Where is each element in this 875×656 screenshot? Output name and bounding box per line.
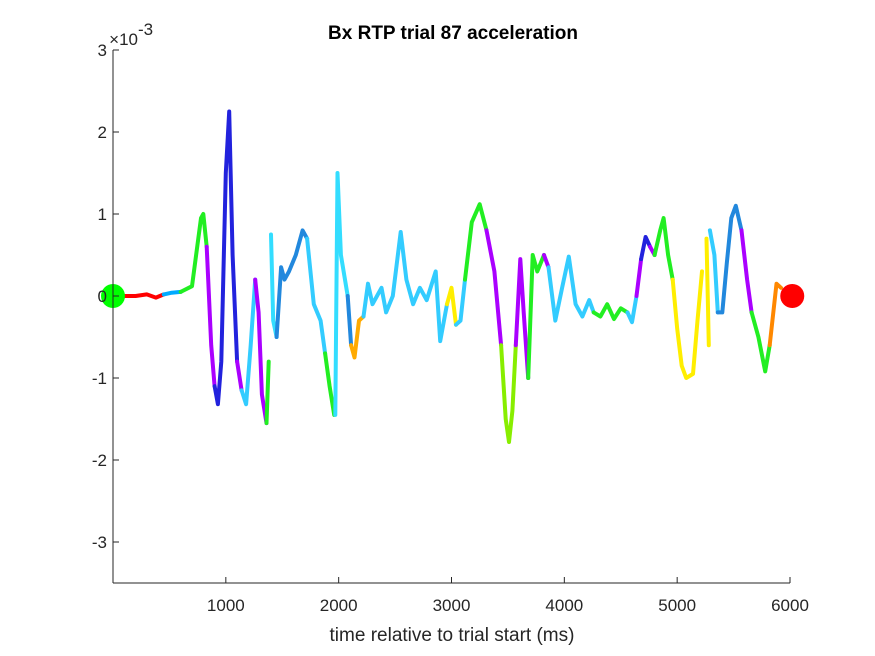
x-tick-label: 2000 xyxy=(320,596,358,615)
series-line-24 xyxy=(542,253,551,270)
series-line-13 xyxy=(333,171,350,417)
series-line-3 xyxy=(204,244,217,389)
x-tick-label: 3000 xyxy=(433,596,471,615)
series-line-20 xyxy=(484,228,504,348)
y-tick-label: -2 xyxy=(92,451,107,470)
exponent-label: ×10 -3 xyxy=(109,20,153,49)
plot-area xyxy=(101,109,805,444)
series-line-25 xyxy=(546,254,596,323)
series-line-4 xyxy=(212,109,240,407)
series-line-23 xyxy=(526,253,546,380)
end-marker xyxy=(780,284,805,308)
y-tick-label: 0 xyxy=(98,287,107,306)
x-tick-label: 4000 xyxy=(545,596,583,615)
series-line-7 xyxy=(253,277,269,426)
series-line-16 xyxy=(361,230,449,344)
series-line-36 xyxy=(739,228,754,315)
series-line-0 xyxy=(121,292,166,300)
series-line-32 xyxy=(670,269,704,380)
series-line-33 xyxy=(704,236,711,348)
y-tick-label: -1 xyxy=(92,369,107,388)
chart-title: Bx RTP trial 87 acceleration xyxy=(328,23,578,44)
series-line-21 xyxy=(499,343,518,444)
series-line-15 xyxy=(349,314,366,360)
y-tick-label: 3 xyxy=(98,41,107,60)
series-line-1 xyxy=(161,289,183,297)
x-tick-label: 5000 xyxy=(658,596,696,615)
axes: -3 -2 -1 0 1 2 3 1000 2000 3000 4000 5000 6000 xyxy=(92,41,809,615)
y-tick-label: -3 xyxy=(92,533,107,552)
series-line-31 xyxy=(652,216,675,282)
series-line-38 xyxy=(767,281,783,348)
x-axis-label: time relative to trial start (ms) xyxy=(330,625,575,646)
series-line-8 xyxy=(264,359,271,426)
series-line-27 xyxy=(625,294,639,325)
series-line-12 xyxy=(323,351,337,417)
series-line-34 xyxy=(707,228,720,315)
series-line-10 xyxy=(274,228,310,339)
series-line-22 xyxy=(513,257,531,380)
y-tick-label: 1 xyxy=(98,205,107,224)
x-tick-label: 6000 xyxy=(771,596,809,615)
x-tick-label: 1000 xyxy=(207,596,245,615)
exponent-power: -3 xyxy=(138,20,153,39)
y-tick-label: 2 xyxy=(98,123,107,142)
series-line-2 xyxy=(178,212,209,294)
series-line-26 xyxy=(591,302,630,321)
series-line-19 xyxy=(463,202,489,282)
series-line-17 xyxy=(445,285,458,327)
series-line-11 xyxy=(305,236,328,356)
exponent-prefix: ×10 xyxy=(109,30,138,49)
series-line-35 xyxy=(715,203,744,315)
series-line-28 xyxy=(634,257,644,298)
series-line-37 xyxy=(749,310,772,374)
series-line-5 xyxy=(235,359,244,393)
series-line-6 xyxy=(239,277,258,407)
series-line-18 xyxy=(454,277,467,327)
series-line-29 xyxy=(639,235,653,262)
series-line-14 xyxy=(345,294,354,348)
